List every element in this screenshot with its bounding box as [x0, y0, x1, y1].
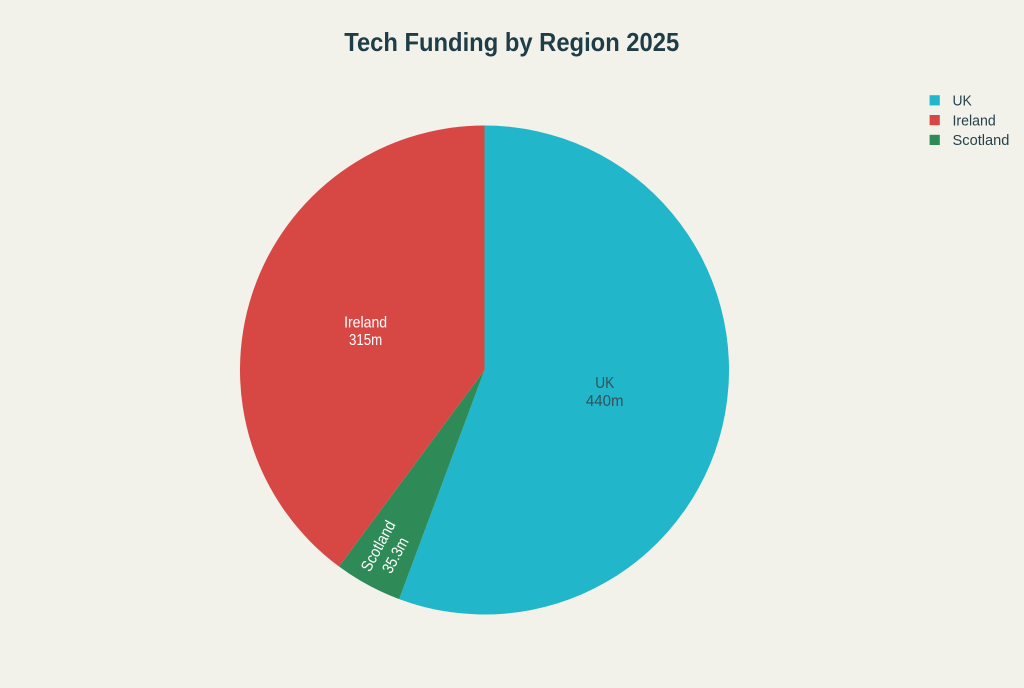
svg-text:Ireland: Ireland	[953, 112, 996, 129]
svg-text:UK: UK	[595, 375, 614, 392]
svg-text:Scotland: Scotland	[953, 132, 1010, 149]
svg-text:315m: 315m	[349, 332, 382, 349]
svg-text:Ireland: Ireland	[344, 315, 387, 332]
svg-text:440m: 440m	[586, 393, 624, 410]
svg-text:Tech Funding by Region 2025: Tech Funding by Region 2025	[344, 27, 679, 57]
svg-text:UK: UK	[953, 93, 972, 110]
